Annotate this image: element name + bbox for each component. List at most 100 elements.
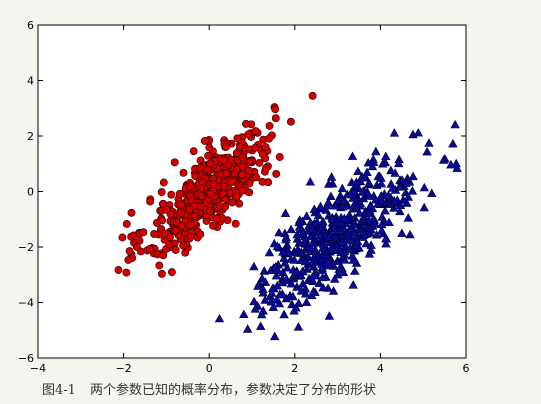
red-circle-point xyxy=(258,150,267,159)
red-circle-point xyxy=(132,243,141,251)
red-circle-point xyxy=(205,207,214,216)
blue-triangle-point xyxy=(370,195,381,204)
blue-triangle-point xyxy=(377,219,387,229)
blue-triangle-point xyxy=(305,177,316,186)
red-circle-point xyxy=(127,208,136,217)
blue-triangle-point xyxy=(328,223,339,232)
blue-triangle-point xyxy=(349,186,359,196)
blue-triangle-point xyxy=(239,309,249,319)
blue-triangle-point xyxy=(291,266,302,276)
blue-triangle-point xyxy=(296,248,307,257)
red-circle-point xyxy=(157,188,166,197)
blue-triangle-point xyxy=(347,151,358,160)
blue-triangle-point xyxy=(348,280,358,289)
red-circle-point xyxy=(238,153,247,162)
blue-triangle-point xyxy=(255,321,266,330)
blue-triangle-point xyxy=(365,200,376,210)
blue-triangle-point xyxy=(394,182,405,191)
red-circle-point xyxy=(215,201,224,210)
blue-triangle-point xyxy=(403,213,414,222)
blue-triangle-point xyxy=(448,138,458,148)
blue-triangle-point xyxy=(323,232,334,242)
blue-triangle-point xyxy=(315,201,326,211)
blue-triangle-point xyxy=(296,286,307,295)
blue-triangle-point xyxy=(386,165,396,175)
blue-triangle-point xyxy=(281,232,291,241)
blue-triangle-point xyxy=(323,197,333,207)
red-circle-point xyxy=(185,205,194,214)
figure-caption: 图4-1 两个参数已知的概率分布，参数决定了分布的形状 xyxy=(40,379,520,398)
blue-triangle-point xyxy=(273,265,283,275)
red-circle-point xyxy=(122,268,131,277)
blue-triangle-point xyxy=(280,208,291,217)
blue-triangle-point xyxy=(364,249,375,258)
blue-triangle-point xyxy=(313,210,324,219)
blue-triangle-point xyxy=(355,198,366,208)
red-circle-point xyxy=(167,190,176,199)
red-circle-point xyxy=(146,197,155,206)
red-circle-point xyxy=(261,143,270,152)
red-circle-point xyxy=(205,143,214,152)
blue-triangle-point xyxy=(378,158,388,168)
red-circle-point xyxy=(155,261,164,270)
y-tick-label: −2 xyxy=(18,241,34,254)
red-circle-point xyxy=(189,147,198,156)
red-circle-point xyxy=(238,162,247,171)
blue-triangle-point xyxy=(371,146,381,156)
blue-triangle-point xyxy=(249,296,259,306)
red-circle-point xyxy=(206,190,215,199)
x-tick-label: 2 xyxy=(291,362,298,375)
red-circle-point xyxy=(150,230,159,238)
blue-triangle-point xyxy=(338,195,348,205)
blue-triangle-point xyxy=(301,211,312,220)
blue-triangle-point xyxy=(300,289,311,298)
blue-triangle-point xyxy=(260,295,270,304)
blue-triangle-point xyxy=(339,213,350,223)
red-circle-point xyxy=(209,180,218,189)
blue-triangle-point xyxy=(450,119,460,129)
blue-triangle-point xyxy=(286,278,297,288)
red-circle-point xyxy=(258,177,267,186)
blue-triangle-point xyxy=(282,263,292,272)
red-circle-point xyxy=(162,205,171,214)
blue-triangle-point xyxy=(332,256,342,265)
blue-triangle-point xyxy=(347,236,357,245)
blue-triangle-point xyxy=(361,238,371,248)
blue-triangle-point xyxy=(305,246,316,255)
red-circle-point xyxy=(275,153,284,161)
blue-triangle-point xyxy=(329,200,340,210)
blue-triangle-point xyxy=(279,309,289,319)
red-circle-point xyxy=(220,156,229,165)
blue-triangle-point xyxy=(403,192,414,201)
red-circle-point xyxy=(197,191,206,200)
blue-triangle-point xyxy=(338,267,349,277)
blue-triangle-point xyxy=(307,223,317,233)
blue-triangle-point xyxy=(383,190,394,199)
blue-triangle-point xyxy=(318,239,329,248)
x-tick-label: −4 xyxy=(30,362,46,375)
red-circle-point xyxy=(271,114,280,123)
blue-triangle-point xyxy=(327,214,338,223)
red-circle-point xyxy=(222,169,231,178)
blue-triangle-point xyxy=(363,157,373,167)
red-circle-point xyxy=(228,198,237,207)
red-circle-point xyxy=(238,170,246,179)
red-circle-point xyxy=(179,241,188,250)
red-circle-point xyxy=(176,208,185,217)
blue-triangle-point xyxy=(386,179,396,188)
red-circle-point xyxy=(122,219,131,228)
blue-triangle-point xyxy=(368,154,379,163)
red-circle-point xyxy=(196,163,205,172)
red-circle-point xyxy=(236,143,244,152)
blue-triangle-point xyxy=(397,228,407,237)
caption-text: 两个参数已知的概率分布，参数决定了分布的形状 xyxy=(89,383,376,398)
red-circle-point xyxy=(170,158,179,167)
blue-triangle-point xyxy=(308,238,318,248)
x-tick-label: −2 xyxy=(115,362,131,375)
red-circle-point xyxy=(179,168,188,177)
blue-triangle-point xyxy=(402,198,412,207)
blue-triangle-point xyxy=(419,182,430,192)
red-circle-point xyxy=(206,159,215,168)
y-tick-label: 2 xyxy=(27,130,34,143)
